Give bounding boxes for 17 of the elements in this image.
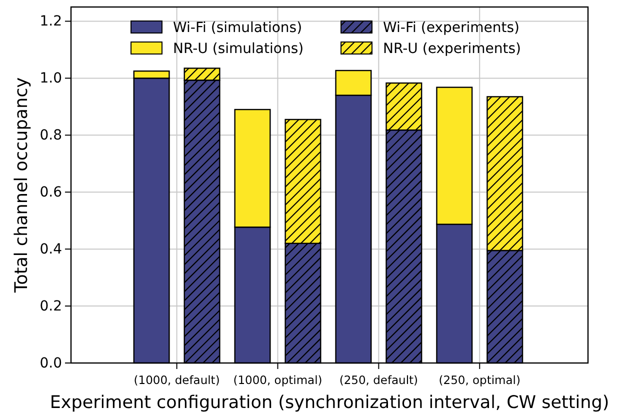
x-tick-label: (250, default) xyxy=(339,373,418,387)
y-tick-label: 1.0 xyxy=(40,70,62,87)
legend-label: Wi-Fi (experiments) xyxy=(383,20,520,36)
x-axis-title: Experiment configuration (synchronization interval, CW setting) xyxy=(50,393,610,413)
x-tick-label: (250, optimal) xyxy=(438,373,520,387)
y-axis-title: Total channel occupancy xyxy=(12,77,32,294)
y-tick-label: 0.6 xyxy=(40,184,62,201)
legend-label: NR-U (simulations) xyxy=(173,41,304,57)
y-tick-label: 0.8 xyxy=(40,128,62,144)
x-tick-label: (1000, optimal) xyxy=(233,373,322,387)
y-tick-label: 0.4 xyxy=(40,242,62,258)
legend-label: NR-U (experiments) xyxy=(383,41,522,57)
y-tick-label: 0.2 xyxy=(40,298,62,315)
x-tick-label: (1000, default) xyxy=(134,373,220,387)
legend-label: Wi-Fi (simulations) xyxy=(173,20,302,36)
y-tick-label: 0.0 xyxy=(40,355,62,372)
y-tick-label: 1.2 xyxy=(40,14,62,30)
